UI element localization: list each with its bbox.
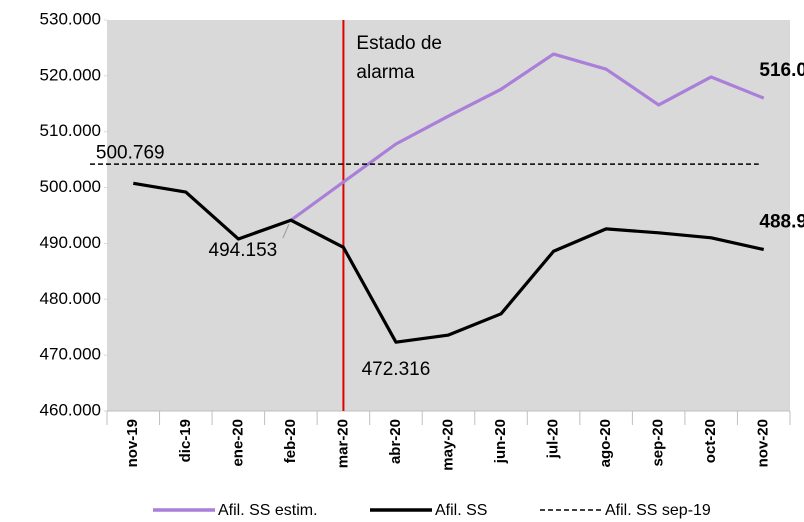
series-line bbox=[133, 181, 765, 344]
legend-label: Afil. SS sep-19 bbox=[605, 502, 711, 519]
data-label: 516.020 bbox=[759, 60, 804, 81]
data-label: 494.153 bbox=[209, 240, 278, 261]
x-tick-label: oct-20 bbox=[702, 419, 719, 463]
y-tick-label: 470.000 bbox=[40, 345, 101, 364]
x-tick-label: nov-19 bbox=[124, 419, 141, 467]
data-label: 472.316 bbox=[362, 359, 431, 380]
x-tick-label: nov-20 bbox=[755, 419, 772, 467]
x-tick-label: abr-20 bbox=[387, 419, 404, 464]
x-tick-label: sep-20 bbox=[650, 419, 667, 467]
legend-label: Afil. SS bbox=[435, 502, 487, 519]
y-tick-label: 460.000 bbox=[40, 400, 101, 419]
y-tick-label: 530.000 bbox=[40, 9, 101, 28]
leader-line bbox=[282, 224, 290, 239]
x-tick-label: jul-20 bbox=[545, 419, 562, 459]
x-tick-label: ene-20 bbox=[229, 419, 246, 467]
x-tick-label: ago-20 bbox=[597, 419, 614, 467]
x-tick-label: feb-20 bbox=[282, 419, 299, 463]
y-tick-label: 520.000 bbox=[40, 65, 101, 84]
plot-area bbox=[107, 20, 790, 411]
y-tick-label: 480.000 bbox=[40, 289, 101, 308]
series-line bbox=[289, 52, 765, 222]
annotation: alarma bbox=[356, 62, 415, 83]
data-label: 500.769 bbox=[96, 142, 165, 163]
x-tick-label: may-20 bbox=[439, 419, 456, 471]
data-label: 488.914 bbox=[759, 212, 804, 233]
y-tick-label: 510.000 bbox=[40, 121, 101, 140]
annotation: Estado de bbox=[356, 33, 442, 54]
y-tick-label: 500.000 bbox=[40, 177, 101, 196]
legend-label: Afil. SS estim. bbox=[218, 502, 318, 519]
x-tick-label: mar-20 bbox=[334, 419, 351, 468]
x-tick-label: jun-20 bbox=[492, 419, 509, 464]
y-tick-label: 490.000 bbox=[40, 233, 101, 252]
x-tick-label: dic-19 bbox=[177, 419, 194, 462]
